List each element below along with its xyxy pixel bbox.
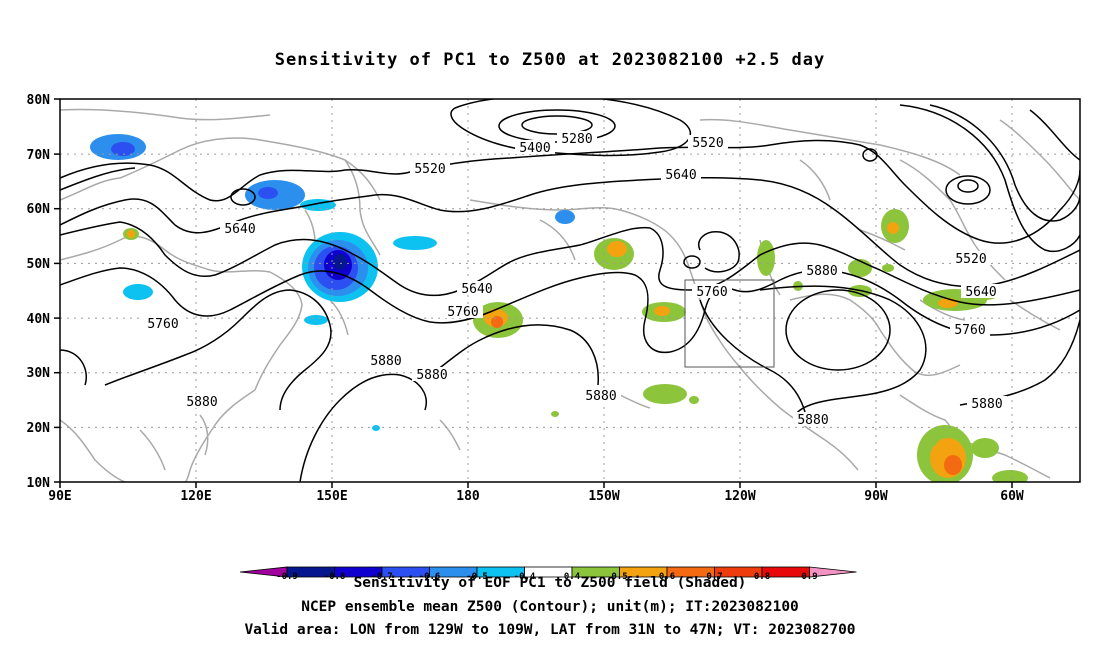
contour-label: 5880 xyxy=(806,264,837,279)
contour-label: 5640 xyxy=(665,168,696,183)
tick-marks xyxy=(54,98,1013,488)
contour-label: 5880 xyxy=(971,397,1002,412)
contour-label: 5760 xyxy=(147,317,178,332)
lon-label: 150E xyxy=(316,489,347,504)
colorbar-tick-label: -0.9 xyxy=(276,572,298,582)
contour-label: 5640 xyxy=(224,222,255,237)
colorbar-tick-label: -0.5 xyxy=(466,572,488,582)
colorbar-tick-label: 0.9 xyxy=(801,572,817,582)
contour-label: 5760 xyxy=(447,305,478,320)
lon-label: 150W xyxy=(588,489,619,504)
contour-label: 5520 xyxy=(955,252,986,267)
colorbar-segment xyxy=(809,566,857,578)
contour-label: 5520 xyxy=(414,162,445,177)
contour-label: 5280 xyxy=(561,132,592,147)
lat-label: 40N xyxy=(27,312,51,327)
colorbar-title: Sensitivity of EOF PC1 to Z500 field (Sh… xyxy=(353,575,747,591)
lat-label: 50N xyxy=(27,257,51,272)
contour-label: 5760 xyxy=(954,323,985,338)
colorbar-tick-label: -0.7 xyxy=(371,572,393,582)
contour-label: 5880 xyxy=(186,395,217,410)
contour-label: 5880 xyxy=(416,368,447,383)
contour-label: 5520 xyxy=(692,136,723,151)
lat-label: 60N xyxy=(27,202,51,217)
colorbar-tick-label: 0.5 xyxy=(611,572,627,582)
colorbar: -0.9 -0.8 -0.7 -0.6 -0.5 -0.4 0.4 0.5 0.6 0.7 0.8 0… xyxy=(239,566,857,582)
lon-label: 180 xyxy=(456,489,480,504)
lon-labels: 90E 120E 150E 180 150W 120W 90W 60W xyxy=(48,489,1024,504)
lat-labels: 10N 20N 30N 40N 50N 60N 70N 80N xyxy=(27,93,51,491)
contour-label: 5640 xyxy=(461,282,492,297)
contour-labels: 5280 5400 5520 5520 5640 5640 5640 5760 … xyxy=(143,131,1007,428)
lon-label: 60W xyxy=(1000,489,1024,504)
contour-label: 5400 xyxy=(519,141,550,156)
colorbar-tick-label: -0.6 xyxy=(419,572,441,582)
lat-label: 80N xyxy=(27,93,51,108)
valid-area-box xyxy=(684,279,775,368)
colorbar-tick-label: 0.4 xyxy=(564,572,581,582)
contour-label: 5760 xyxy=(696,285,727,300)
contour-label: 5640 xyxy=(965,285,996,300)
colorbar-tick-label: 0.6 xyxy=(659,572,675,582)
lon-label: 120W xyxy=(724,489,755,504)
contour-label: 5880 xyxy=(797,413,828,428)
colorbar-tick-label: -0.4 xyxy=(514,572,536,582)
plot-frame xyxy=(59,98,1081,483)
z500-contours xyxy=(60,99,1080,482)
lon-label: 90E xyxy=(48,489,71,504)
contour-label: 5880 xyxy=(370,354,401,369)
lon-label: 120E xyxy=(180,489,211,504)
contour-label: 5880 xyxy=(585,389,616,404)
lat-label: 10N xyxy=(27,476,51,491)
map-title: Sensitivity of PC1 to Z500 at 2023082100… xyxy=(274,50,826,70)
footer-line-2: Valid area: LON from 129W to 109W, LAT f… xyxy=(244,622,856,638)
gridlines xyxy=(60,99,1080,482)
colorbar-tick-label: 0.7 xyxy=(706,572,722,582)
lat-label: 30N xyxy=(27,366,51,381)
lat-label: 20N xyxy=(27,421,51,436)
lat-label: 70N xyxy=(27,148,51,163)
colorbar-tick-label: 0.8 xyxy=(754,572,770,582)
colorbar-tick-label: -0.8 xyxy=(324,572,346,582)
footer-line-1: NCEP ensemble mean Z500 (Contour); unit(… xyxy=(301,599,799,615)
lon-label: 90W xyxy=(864,489,888,504)
plot-area xyxy=(60,99,1080,482)
